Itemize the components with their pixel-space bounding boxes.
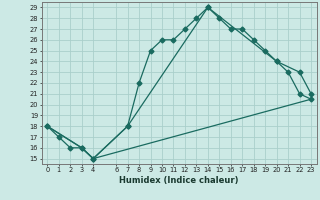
X-axis label: Humidex (Indice chaleur): Humidex (Indice chaleur): [119, 176, 239, 185]
